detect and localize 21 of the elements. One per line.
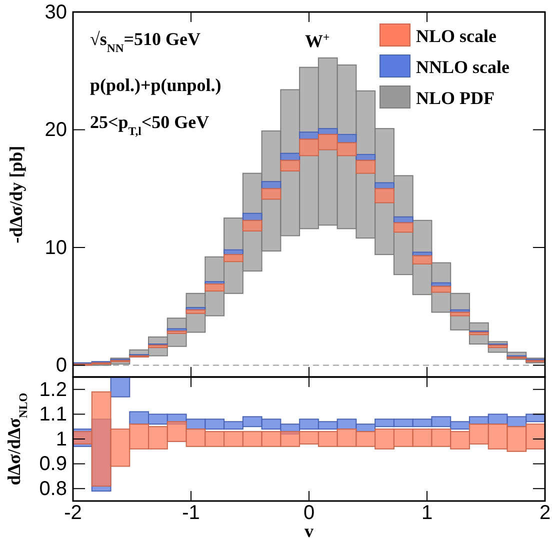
y-tick-label: 20 bbox=[44, 119, 67, 142]
y-tick-label: 10 bbox=[44, 236, 67, 259]
y-tick-label: 0.8 bbox=[39, 478, 67, 500]
annotation: p(pol.)+p(unpol.) bbox=[90, 75, 222, 95]
legend-label: NLO PDF bbox=[416, 88, 494, 108]
annotation: 25<p$_{T,l}$<50 GeV bbox=[90, 112, 210, 138]
x-tick-label: 2 bbox=[539, 502, 551, 524]
legend-label: NLO scale bbox=[416, 26, 496, 46]
y-tick-label: 1.2 bbox=[39, 378, 67, 401]
y-tick-label: 1 bbox=[56, 428, 67, 450]
y-tick-label: 1.1 bbox=[39, 404, 67, 426]
legend-label: NNLO scale bbox=[416, 57, 510, 77]
y-tick-label: 0 bbox=[56, 354, 67, 377]
annotation: W$^{+}$ bbox=[305, 30, 330, 51]
x-tick-label: -2 bbox=[64, 502, 82, 524]
y-axis-title: -dΔσ/dy [pb] bbox=[6, 146, 26, 244]
annotation: √s$_{NN}$=510 GeV bbox=[90, 29, 201, 54]
y-tick-label: 0.9 bbox=[39, 453, 67, 476]
x-tick-label: -1 bbox=[182, 502, 200, 524]
y-tick-label: 30 bbox=[44, 1, 67, 24]
x-tick-label: 1 bbox=[421, 502, 433, 524]
